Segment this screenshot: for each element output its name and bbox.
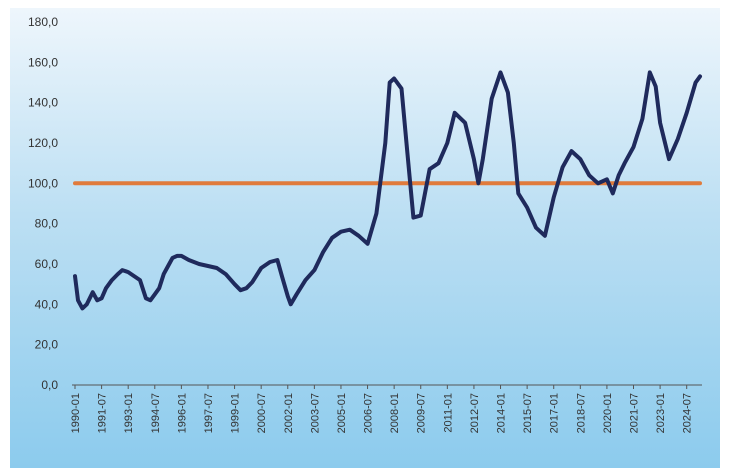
x-tick-label: 1996-01 <box>176 393 188 433</box>
x-tick-label: 1999-01 <box>230 393 242 433</box>
x-tick-label: 2021-07 <box>629 393 641 433</box>
series-layer <box>73 70 702 311</box>
x-tick-label: 2023-01 <box>655 393 667 433</box>
y-tick-label: 0,0 <box>41 378 58 392</box>
x-axis: 1990-01 1991-07 1993-01 1994-07 1996-01 1997-… <box>70 385 694 433</box>
x-tick-label: 2018-07 <box>575 393 587 433</box>
x-tick-label: 2020-01 <box>602 393 614 433</box>
y-tick-label: 180,0 <box>28 15 58 29</box>
x-tick-label: 1990-01 <box>70 393 82 433</box>
x-tick-label: 2015-07 <box>522 393 534 433</box>
x-tick-label: 2000-07 <box>256 393 268 433</box>
x-tick-label: 2005-01 <box>336 393 348 433</box>
x-tick-label: 2012-07 <box>469 393 481 433</box>
x-tick-label: 2024-07 <box>682 393 694 433</box>
y-tick-label: 60,0 <box>35 257 59 271</box>
x-tick-label: 1994-07 <box>150 393 162 433</box>
x-tick-label: 2009-07 <box>416 393 428 433</box>
y-tick-label: 120,0 <box>28 136 58 150</box>
x-tick-label: 2003-07 <box>309 393 321 433</box>
index-series-line <box>73 70 702 311</box>
x-tick-label: 1993-01 <box>123 393 135 433</box>
x-tick-label: 1991-07 <box>97 393 109 433</box>
y-tick-label: 100,0 <box>28 176 58 190</box>
y-tick-label: 160,0 <box>28 55 58 69</box>
x-tick-label: 2017-01 <box>549 393 561 433</box>
x-tick-label: 2002-01 <box>283 393 295 433</box>
y-tick-label: 140,0 <box>28 96 58 110</box>
y-tick-label: 20,0 <box>35 338 59 352</box>
y-tick-label: 40,0 <box>35 297 59 311</box>
x-tick-label: 1997-07 <box>203 393 215 433</box>
x-tick-label: 2008-01 <box>389 393 401 433</box>
plot-area <box>10 8 720 468</box>
y-axis: 0,0 20,0 40,0 60,0 80,0 100,0 120,0 140,0 160,0 1… <box>28 15 58 392</box>
x-tick-label: 2011-01 <box>442 393 454 433</box>
x-tick-label: 2014-01 <box>496 393 508 433</box>
x-tick-label: 2006-07 <box>363 393 375 433</box>
y-tick-label: 80,0 <box>35 217 59 231</box>
